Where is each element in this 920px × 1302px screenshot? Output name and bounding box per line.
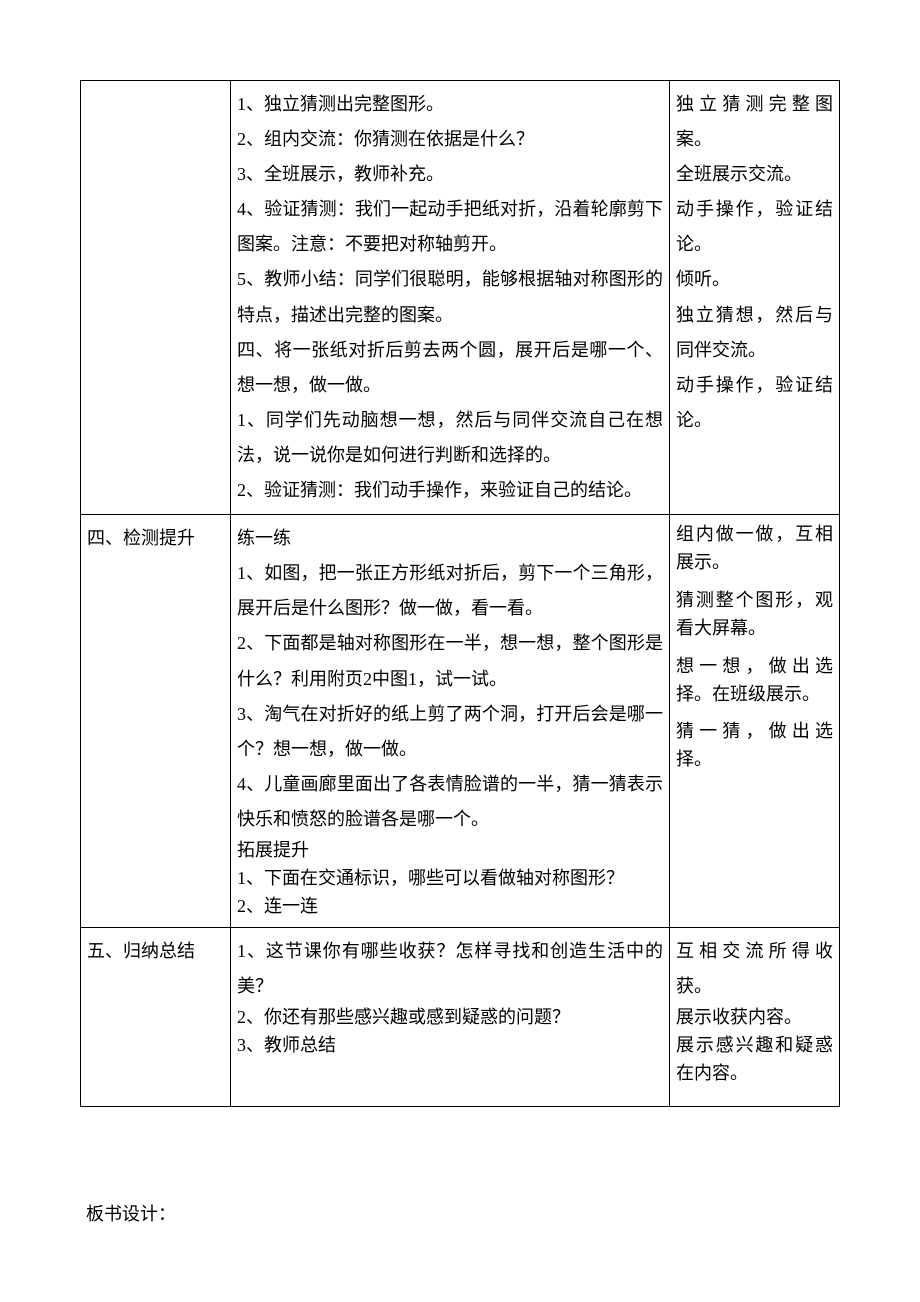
text-line: 动手操作，验证结论。 — [676, 192, 833, 262]
cell-stage — [81, 81, 231, 515]
text-line: 3、淘气在对折好的纸上剪了两个洞，打开后会是哪一个？想一想，做一做。 — [237, 697, 663, 767]
stage-label: 四、检测提升 — [87, 521, 224, 556]
table-row: 1、独立猜测出完整图形。 2、组内交流：你猜测在依据是什么？ 3、全班展示，教师… — [81, 81, 840, 515]
text-line: 2、你还有那些感兴趣或感到疑惑的问题？ — [237, 1004, 663, 1032]
text-line: 互相交流所得收获。 — [676, 934, 833, 1004]
text-line: 1、这节课你有哪些收获？怎样寻找和创造生活中的美？ — [237, 934, 663, 1004]
cell-student-activity: 组内做一做，互相展示。 猜测整个图形，观看大屏幕。 想一想，做出选择。在班级展示… — [670, 515, 840, 928]
text-line: 4、儿童画廊里面出了各表情脸谱的一半，猜一猜表示快乐和愤怒的脸谱各是哪一个。 — [237, 767, 663, 837]
text-line: 动手操作，验证结论。 — [676, 368, 833, 438]
table-row: 四、检测提升 练一练 1、如图，把一张正方形纸对折后，剪下一个三角形，展开后是什… — [81, 515, 840, 928]
cell-stage: 五、归纳总结 — [81, 927, 231, 1106]
text-line: 2、下面都是轴对称图形在一半，想一想，整个图形是什么？利用附页2中图1，试一试。 — [237, 626, 663, 696]
text-line: 独立猜测完整图案。 — [676, 87, 833, 157]
text-line: 2、连一连 — [237, 893, 663, 921]
table-row: 五、归纳总结 1、这节课你有哪些收获？怎样寻找和创造生活中的美？ 2、你还有那些… — [81, 927, 840, 1106]
text-line: 四、将一张纸对折后剪去两个圆，展开后是哪一个、想一想，做一做。 — [237, 333, 663, 403]
text-line: 3、教师总结 — [237, 1032, 663, 1060]
text-line: 组内做一做，互相展示。 — [676, 521, 833, 577]
text-line: 1、独立猜测出完整图形。 — [237, 87, 663, 122]
text-line: 想一想，做出选择。在班级展示。 — [676, 653, 833, 709]
board-design-heading: 板书设计： — [80, 1197, 840, 1232]
text-line: 2、组内交流：你猜测在依据是什么？ — [237, 122, 663, 157]
text-line: 展示感兴趣和疑惑在内容。 — [676, 1032, 833, 1088]
text-line: 猜测整个图形，观看大屏幕。 — [676, 587, 833, 643]
text-line: 练一练 — [237, 521, 663, 556]
lesson-plan-table: 1、独立猜测出完整图形。 2、组内交流：你猜测在依据是什么？ 3、全班展示，教师… — [80, 80, 840, 1107]
text-line: 2、验证猜测：我们动手操作，来验证自己的结论。 — [237, 473, 663, 508]
cell-student-activity: 独立猜测完整图案。 全班展示交流。 动手操作，验证结论。 倾听。 独立猜想，然后… — [670, 81, 840, 515]
text-line: 拓展提升 — [237, 837, 663, 865]
text-line: 猜一猜，做出选择。 — [676, 718, 833, 774]
text-line: 1、如图，把一张正方形纸对折后，剪下一个三角形，展开后是什么图形？做一做，看一看… — [237, 556, 663, 626]
spacer — [237, 1060, 663, 1100]
cell-teacher-activity: 练一练 1、如图，把一张正方形纸对折后，剪下一个三角形，展开后是什么图形？做一做… — [231, 515, 670, 928]
cell-stage: 四、检测提升 — [81, 515, 231, 928]
cell-student-activity: 互相交流所得收获。 展示收获内容。 展示感兴趣和疑惑在内容。 — [670, 927, 840, 1106]
text-line: 3、全班展示，教师补充。 — [237, 157, 663, 192]
text-line: 全班展示交流。 — [676, 157, 833, 192]
text-line: 4、验证猜测：我们一起动手把纸对折，沿着轮廓剪下图案。注意：不要把对称轴剪开。 — [237, 192, 663, 262]
cell-teacher-activity: 1、这节课你有哪些收获？怎样寻找和创造生活中的美？ 2、你还有那些感兴趣或感到疑… — [231, 927, 670, 1106]
text-line: 倾听。 — [676, 262, 833, 297]
text-line: 5、教师小结：同学们很聪明，能够根据轴对称图形的特点，描述出完整的图案。 — [237, 262, 663, 332]
stage-label: 五、归纳总结 — [87, 934, 224, 969]
text-line: 展示收获内容。 — [676, 1004, 833, 1032]
cell-teacher-activity: 1、独立猜测出完整图形。 2、组内交流：你猜测在依据是什么？ 3、全班展示，教师… — [231, 81, 670, 515]
text-line: 1、同学们先动脑想一想，然后与同伴交流自己在想法，说一说你是如何进行判断和选择的… — [237, 403, 663, 473]
text-line: 1、下面在交通标识，哪些可以看做轴对称图形？ — [237, 865, 663, 893]
text-line: 独立猜想，然后与同伴交流。 — [676, 298, 833, 368]
